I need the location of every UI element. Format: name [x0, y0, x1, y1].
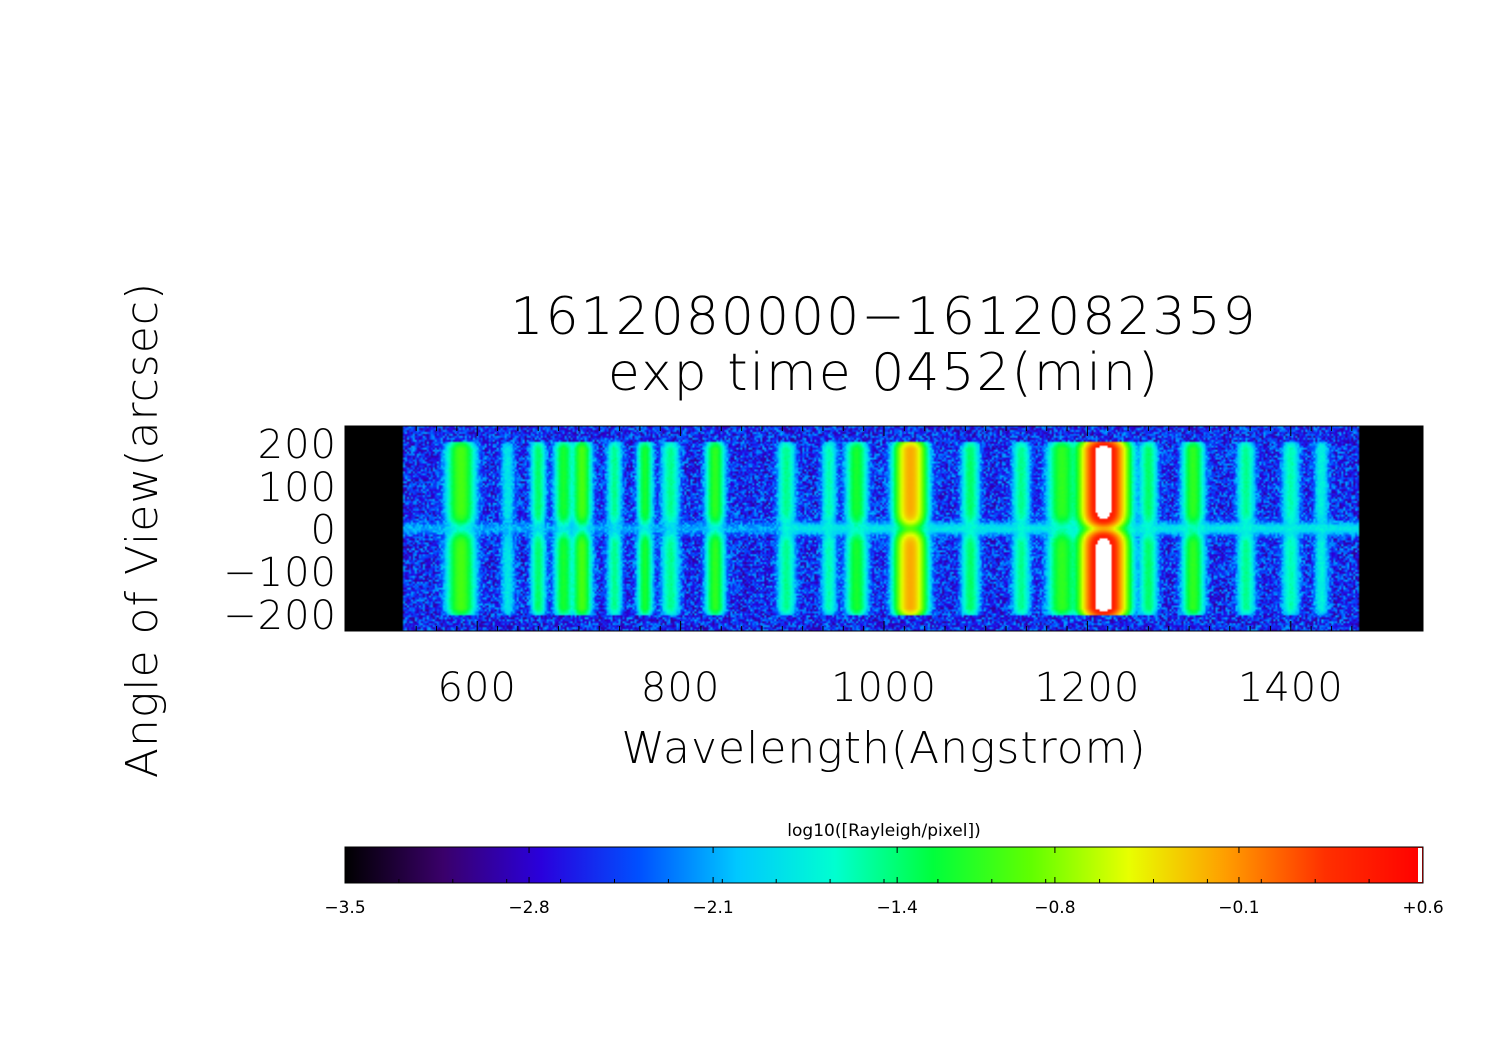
colorbar-tick-label: −2.1: [692, 898, 733, 918]
chart-subtitle: exp time 0452(min): [608, 343, 1160, 403]
x-axis: 600 800 1000 1200 1400: [375, 426, 1414, 711]
colorbar-tick-label: −3.5: [324, 898, 365, 918]
colorbar-tick-label: −0.8: [1034, 898, 1075, 918]
x-tick-label: 1400: [1238, 665, 1344, 711]
x-tick-label: 1000: [831, 665, 937, 711]
x-tick-label: 600: [438, 665, 517, 711]
colorbar-axis: −3.5 −2.8 −2.1 −1.4 −0.8 −0.1 +0.6: [324, 847, 1444, 918]
colorbar-tick-label: −1.4: [877, 898, 918, 918]
chart-title: 1612080000−1612082359: [510, 287, 1257, 347]
x-tick-label: 800: [641, 665, 720, 711]
colorbar-tick-label: −2.8: [508, 898, 549, 918]
colorbar-max-cap: [1418, 848, 1422, 882]
y-axis-label: Angle of View(arcsec): [117, 282, 168, 778]
y-tick-label: −200: [223, 593, 337, 639]
x-tick-label: 1200: [1034, 665, 1140, 711]
y-tick-label: −100: [223, 550, 337, 596]
colorbar: [344, 846, 1424, 884]
spectrum-heatmap: [345, 426, 1423, 631]
colorbar-tick-label: −0.1: [1218, 898, 1259, 918]
y-tick-label: 100: [258, 465, 337, 511]
y-tick-label: 0: [311, 508, 337, 554]
colorbar-label: log10([Rayleigh/pixel]): [787, 821, 980, 841]
x-axis-label: Wavelength(Angstrom): [621, 723, 1146, 774]
y-tick-label: 200: [258, 422, 337, 468]
colorbar-tick-label: +0.6: [1402, 898, 1443, 918]
